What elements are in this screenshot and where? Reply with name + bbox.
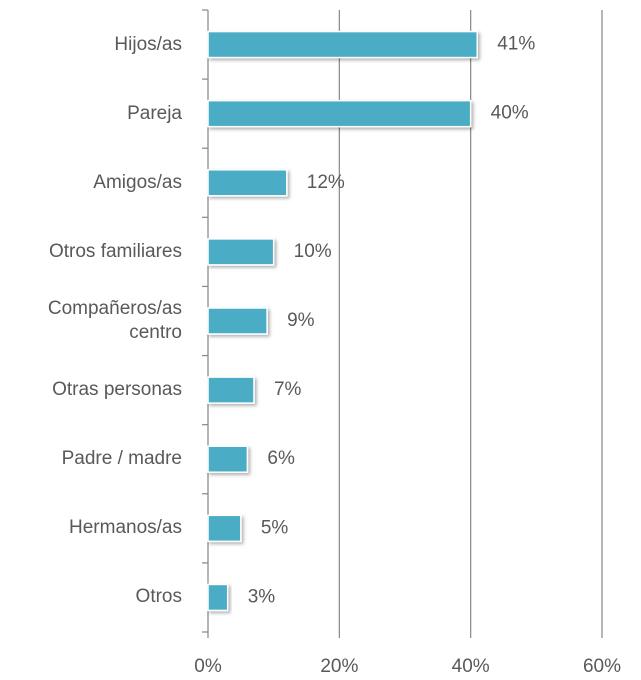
bar bbox=[207, 99, 472, 128]
x-tick-label: 40% bbox=[452, 656, 490, 677]
value-label: 40% bbox=[491, 103, 529, 124]
y-tick-label: Hijos/as bbox=[114, 33, 182, 55]
y-tick-label: Pareja bbox=[127, 102, 182, 124]
x-tick-label: 60% bbox=[583, 656, 621, 677]
value-label: 5% bbox=[261, 517, 289, 538]
y-tick-label: Amigos/as bbox=[93, 171, 182, 193]
bar bbox=[207, 169, 288, 197]
value-label: 3% bbox=[248, 586, 276, 607]
y-tick-label: Otras personas bbox=[52, 379, 182, 401]
bar bbox=[207, 514, 242, 543]
value-label: 6% bbox=[267, 448, 295, 469]
bar bbox=[207, 445, 249, 473]
bar bbox=[207, 376, 255, 404]
value-label: 7% bbox=[274, 379, 302, 400]
x-tick-label: 0% bbox=[194, 656, 222, 677]
value-label: 9% bbox=[287, 310, 315, 331]
y-tick-label: Padre / madre bbox=[61, 448, 182, 470]
y-tick-label: Hermanos/as bbox=[69, 517, 182, 539]
bar bbox=[207, 238, 275, 266]
value-label: 10% bbox=[294, 241, 332, 262]
bar bbox=[207, 30, 478, 59]
x-tick-label: 20% bbox=[320, 656, 358, 677]
value-label: 12% bbox=[307, 172, 345, 193]
value-label: 41% bbox=[497, 34, 535, 55]
bar bbox=[207, 583, 229, 612]
y-tick-label: Otros bbox=[135, 586, 182, 608]
y-tick-label: Otros familiares bbox=[48, 240, 182, 262]
y-tick-label: Compañeros/as centro bbox=[47, 298, 182, 343]
bar bbox=[207, 307, 268, 335]
